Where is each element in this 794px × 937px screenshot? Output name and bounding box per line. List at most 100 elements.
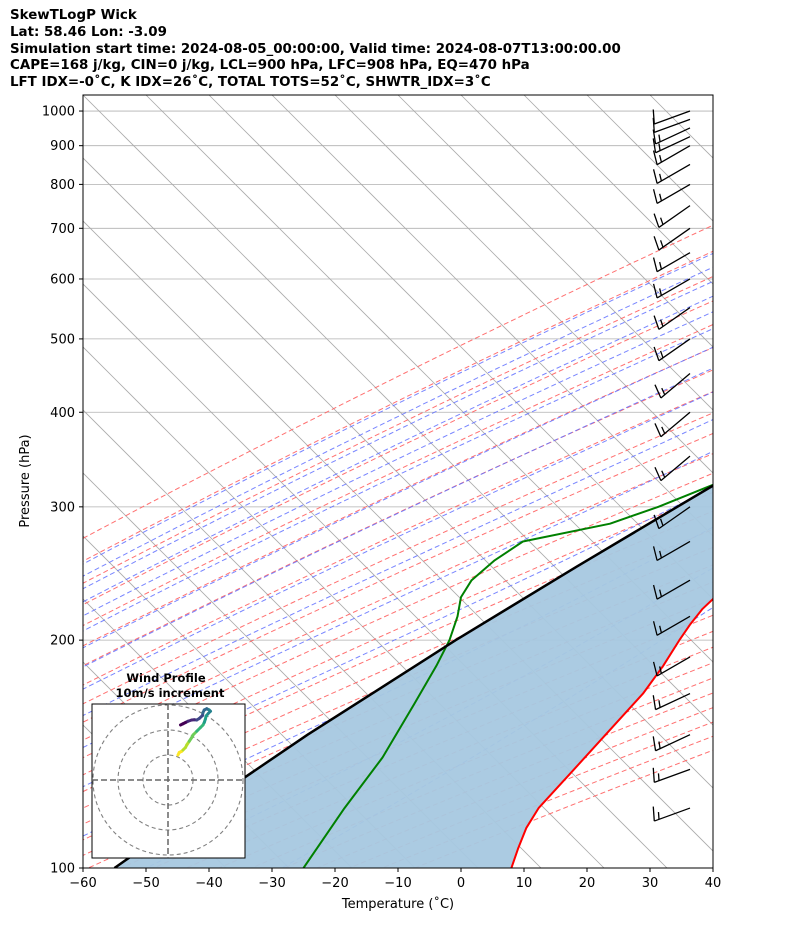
wind-barb-half (661, 426, 666, 434)
wind-barb-staff (658, 338, 691, 362)
wind-barb (652, 767, 691, 783)
wind-barb-full (652, 257, 658, 272)
wind-barb-half (659, 217, 664, 225)
wind-barb-half (659, 589, 663, 597)
wind-barb (653, 205, 691, 228)
x-tick-label: 30 (642, 876, 659, 891)
hodograph-segment (179, 722, 185, 727)
x-tick-label: −20 (321, 876, 348, 891)
wind-barb (652, 145, 691, 166)
wind-barb-full (652, 767, 655, 783)
wind-barb-staff (654, 768, 691, 783)
dry-adiabat-line (83, 412, 713, 705)
wind-barb (652, 252, 691, 273)
y-tick-label: 300 (50, 500, 75, 515)
isotherm-line (586, 95, 713, 222)
title-line-times: Simulation start time: 2024-08-05_00:00:… (10, 41, 621, 57)
y-tick-label: 400 (50, 406, 75, 421)
wind-barb-full (652, 169, 658, 184)
wind-barb-full (652, 189, 658, 204)
wind-barb-full (652, 661, 658, 677)
moist-adiabat-line (83, 252, 713, 565)
y-tick-label: 800 (50, 178, 75, 193)
moist-adiabat-line (83, 367, 713, 668)
wind-barb-staff (654, 110, 691, 125)
wind-barb-half (658, 134, 661, 142)
hodograph-plot (92, 704, 245, 858)
x-tick-label: 20 (579, 876, 596, 891)
wind-barb-half (658, 143, 661, 151)
wind-barb-half (659, 261, 663, 270)
isotherm-line (334, 95, 713, 474)
moist-adiabat-line (83, 486, 713, 788)
wind-barb-full (654, 384, 662, 399)
wind-barb-full (652, 621, 658, 636)
isotherm-line (776, 95, 794, 868)
y-tick-label: 1000 (42, 105, 75, 120)
dry-adiabat-line (83, 224, 713, 539)
y-tick-label: 700 (50, 222, 75, 237)
wind-barb-half (658, 741, 661, 749)
wind-barb-half (661, 387, 666, 396)
moist-adiabat-line (83, 311, 713, 617)
title-line-indices: LFT IDX=-0˚C, K IDX=26˚C, TOTAL TOTS=52˚… (10, 75, 491, 91)
wind-barb-half (659, 350, 664, 359)
isotherm-line (208, 95, 713, 600)
wind-barb (654, 411, 691, 438)
wind-barb (652, 615, 691, 636)
wind-barb-full (652, 736, 657, 751)
moist-adiabat-line (83, 328, 713, 632)
wind-barb-full (652, 584, 658, 600)
wind-barb-full (652, 806, 655, 822)
hodograph-title: Wind Profile (126, 671, 206, 685)
wind-barb-full (653, 213, 660, 228)
hodograph-inset: Wind Profile 10m/s increment (91, 671, 246, 859)
wind-barb-staff (658, 307, 691, 330)
wind-barb (652, 163, 691, 185)
moist-adiabat-line (83, 450, 713, 749)
wind-barb-half (659, 288, 663, 296)
wind-barb-full (652, 150, 658, 165)
wind-barb-full (652, 546, 658, 561)
y-axis-ticks: 100 200 300 400 500 600 700 800 900 1000 (42, 105, 83, 877)
wind-barb-staff (656, 540, 691, 562)
isotherm-line (83, 157, 713, 789)
wind-barb-half (659, 625, 663, 634)
wind-barb-half (658, 700, 661, 708)
wind-barb (652, 806, 691, 822)
wind-barb-staff (658, 205, 691, 228)
wind-barb-half (659, 193, 663, 202)
wind-barb (652, 127, 691, 145)
wind-barb-full (654, 423, 662, 437)
y-tick-label: 900 (50, 139, 75, 154)
wind-barb-staff (655, 127, 691, 145)
wind-barb-full (653, 514, 660, 529)
wind-barb (653, 307, 691, 330)
isotherm-line (397, 95, 713, 411)
isotherm-line (145, 95, 713, 663)
wind-barb-staff (654, 118, 691, 133)
wind-barb-staff (658, 227, 691, 251)
wind-barb (652, 692, 691, 711)
x-axis-ticks: −60 −50 −40 −30 −20 −10 0 10 20 30 40 (69, 868, 721, 891)
sounding-profiles (113, 483, 713, 868)
wind-barb (652, 540, 691, 562)
x-tick-label: −50 (132, 876, 159, 891)
wind-barb (652, 183, 691, 204)
moist-adiabat-line (83, 266, 713, 577)
wind-barb-half (659, 319, 664, 327)
wind-barb-staff (656, 615, 691, 636)
y-tick-label: 100 (50, 862, 75, 877)
wind-barb-half (659, 173, 663, 182)
title-line-station: SkewTLogP Wick (10, 8, 137, 23)
wind-barb-full (652, 283, 658, 299)
chart-title-block: SkewTLogP Wick Lat: 58.46 Lon: -3.09 Sim… (10, 8, 621, 92)
y-tick-label: 200 (50, 634, 75, 649)
wind-barb-half (661, 470, 666, 478)
x-tick-label: −40 (195, 876, 222, 891)
isotherm-line (83, 535, 416, 868)
wind-barb-half (659, 550, 663, 559)
y-axis-label: Pressure (hPa) (18, 434, 33, 527)
wind-barb-full (652, 129, 657, 145)
